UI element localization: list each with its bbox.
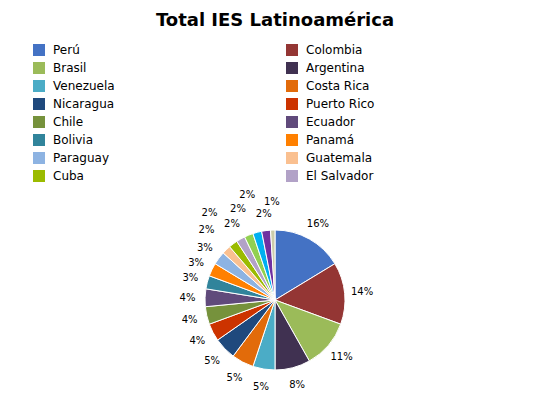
legend-label: El Salvador [306, 169, 373, 183]
chart: Total IES Latinoamérica Perú Colombia Brasi… [0, 0, 550, 403]
data-label: 5% [227, 372, 243, 383]
legend-swatch [33, 116, 45, 128]
data-label: 14% [351, 286, 373, 297]
data-label: 11% [331, 351, 353, 362]
legend-swatch [33, 80, 45, 92]
legend-label: Paraguay [53, 151, 109, 165]
data-label: 3% [188, 257, 204, 268]
slices [205, 230, 345, 370]
data-label: 1% [264, 196, 280, 207]
legend-label: Venezuela [53, 79, 115, 93]
data-label: 2% [256, 208, 272, 219]
legend-label: Argentina [306, 61, 365, 75]
legend-swatch [286, 152, 298, 164]
legend-swatch [286, 62, 298, 74]
data-label: 2% [199, 224, 215, 235]
legend-swatch [286, 134, 298, 146]
slice [262, 230, 275, 300]
data-label: 2% [239, 189, 255, 200]
legend-label: Bolivia [53, 133, 93, 147]
legend-label: Chile [53, 115, 83, 129]
legend-label: Panamá [306, 133, 354, 147]
legend-swatch [286, 44, 298, 56]
data-label: 4% [189, 335, 205, 346]
legend-swatch [33, 44, 45, 56]
data-labels: 16%14%11%8%5%5%5%4%4%4%3%3%3%2%2%2%2%2%2… [180, 189, 374, 392]
slice [271, 230, 275, 300]
legend-swatch [33, 134, 45, 146]
data-label: 5% [204, 355, 220, 366]
data-label: 2% [230, 203, 246, 214]
legend-swatch [33, 62, 45, 74]
legend-label: Nicaragua [53, 97, 114, 111]
legend-swatch [286, 170, 298, 182]
legend-swatch [286, 116, 298, 128]
data-label: 5% [253, 381, 269, 392]
title: Total IES Latinoamérica [156, 9, 394, 30]
data-label: 16% [307, 218, 329, 229]
legend-label: Costa Rica [306, 79, 369, 93]
legend-swatch [286, 80, 298, 92]
data-label: 3% [197, 242, 213, 253]
legend-label: Colombia [306, 43, 362, 57]
legend-label: Perú [53, 43, 80, 57]
data-label: 2% [202, 207, 218, 218]
legend-label: Brasil [53, 61, 86, 75]
legend: Perú Colombia Brasil Argentina Venezuela Cost… [33, 43, 374, 183]
legend-swatch [286, 98, 298, 110]
data-label: 8% [289, 379, 305, 390]
legend-swatch [33, 98, 45, 110]
legend-label: Ecuador [306, 115, 355, 129]
legend-swatch [33, 152, 45, 164]
data-label: 4% [182, 314, 198, 325]
data-label: 2% [224, 218, 240, 229]
slice [275, 300, 309, 370]
legend-label: Puerto Rico [306, 97, 374, 111]
legend-label: Guatemala [306, 151, 372, 165]
legend-label: Cuba [53, 169, 84, 183]
legend-swatch [33, 170, 45, 182]
data-label: 3% [182, 272, 198, 283]
data-label: 4% [180, 292, 196, 303]
